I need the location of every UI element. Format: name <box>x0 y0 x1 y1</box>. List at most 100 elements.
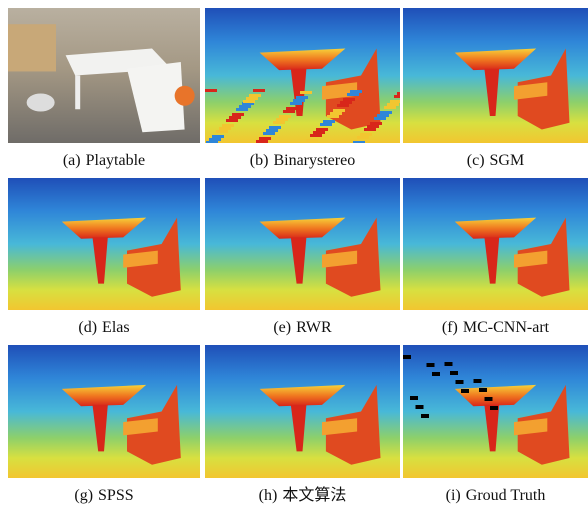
caption-tag: (g) <box>74 487 93 504</box>
caption-tag: (d) <box>78 319 97 336</box>
noise <box>337 104 349 107</box>
noise <box>327 115 339 118</box>
noise <box>320 123 332 126</box>
hole <box>416 405 424 409</box>
noise <box>374 117 386 120</box>
hole <box>410 396 418 400</box>
noise <box>357 136 369 139</box>
noise <box>216 130 228 133</box>
hole <box>490 406 498 410</box>
bucket <box>175 86 195 106</box>
noise <box>360 133 372 136</box>
caption: (i) Groud Truth <box>446 487 546 504</box>
caption-name: Playtable <box>86 152 146 169</box>
noise <box>266 129 278 132</box>
noise <box>387 103 399 106</box>
panel-image <box>403 345 588 478</box>
caption: (h)本文算法 <box>259 485 347 504</box>
hole <box>421 414 429 418</box>
noise <box>380 111 392 114</box>
caption-tag: (e) <box>273 319 291 336</box>
figure: (a)Playtable (b)Binarystereo (c) SGM (d) Elas… <box>0 0 588 505</box>
noise <box>279 115 291 118</box>
noise <box>306 139 318 142</box>
noise <box>390 100 402 103</box>
caption: (f)MC-CNN-art <box>442 319 550 336</box>
noise <box>276 118 288 121</box>
panel: (d) Elas <box>8 178 200 336</box>
caption: (d) Elas <box>78 319 129 336</box>
noise <box>303 142 315 145</box>
panel: (b)Binarystereo <box>205 8 409 169</box>
panel-image <box>205 8 409 145</box>
noise <box>246 97 258 100</box>
hole <box>479 388 487 392</box>
noise <box>239 105 251 108</box>
caption-tag: (b) <box>250 152 269 169</box>
noise <box>333 109 345 112</box>
noise <box>269 126 281 129</box>
noise <box>249 94 261 97</box>
noise <box>313 131 325 134</box>
noise <box>259 137 271 140</box>
panel: (e) RWR <box>205 178 400 336</box>
panel: (a)Playtable <box>8 8 200 169</box>
caption: (c) SGM <box>467 152 524 169</box>
noise <box>212 135 224 138</box>
noise <box>364 128 376 131</box>
noise <box>310 134 322 137</box>
noise <box>350 90 362 93</box>
leg <box>75 76 80 110</box>
noise <box>232 113 244 116</box>
caption-name: Binarystereo <box>273 152 355 169</box>
noise <box>296 96 308 99</box>
hole <box>427 363 435 367</box>
noise <box>236 108 248 111</box>
hole <box>445 362 453 366</box>
caption-name: RWR <box>296 319 332 336</box>
caption-name: Elas <box>102 319 130 336</box>
noise <box>222 124 234 127</box>
caption-tag: (f) <box>442 319 458 336</box>
caption-tag: (c) <box>467 152 485 169</box>
noise <box>370 122 382 125</box>
hole <box>432 372 440 376</box>
noise <box>293 99 305 102</box>
noise <box>377 114 389 117</box>
hole <box>450 371 458 375</box>
hole <box>474 379 482 383</box>
noise <box>316 128 328 131</box>
panel: (f)MC-CNN-art <box>403 178 588 336</box>
noise <box>205 89 217 92</box>
panel: (g) SPSS <box>8 345 200 504</box>
noise <box>283 110 295 113</box>
caption-name: Groud Truth <box>466 487 546 504</box>
caption: (b)Binarystereo <box>250 152 355 169</box>
shelf <box>8 24 56 71</box>
panel: (c) SGM <box>403 8 588 169</box>
noise <box>206 141 218 144</box>
noise <box>209 138 221 141</box>
basket <box>27 94 55 112</box>
panel-image <box>8 178 200 310</box>
noise <box>300 91 312 94</box>
caption-name: SGM <box>490 152 525 169</box>
noise <box>347 93 359 96</box>
caption: (g) SPSS <box>74 487 133 504</box>
panel-image <box>205 345 400 478</box>
panel-image <box>205 178 400 310</box>
noise <box>323 120 335 123</box>
caption-tag: (h) <box>259 487 278 504</box>
caption-name: SPSS <box>98 487 134 504</box>
panel-image <box>8 8 200 143</box>
noise <box>253 89 265 92</box>
caption: (e) RWR <box>273 319 332 336</box>
noise <box>286 107 298 110</box>
noise <box>343 98 355 101</box>
hole <box>403 355 411 359</box>
caption-name: 本文算法 <box>282 485 346 504</box>
caption-tag: (i) <box>446 487 461 504</box>
panel-image <box>403 8 588 143</box>
hole <box>461 389 469 393</box>
noise <box>340 101 352 104</box>
